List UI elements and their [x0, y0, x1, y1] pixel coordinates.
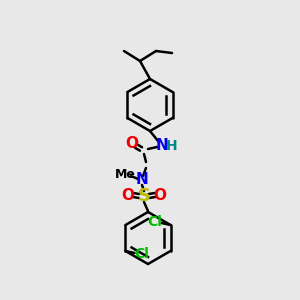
Text: Cl: Cl [147, 215, 162, 229]
Text: N: N [156, 137, 168, 152]
Text: Me: Me [115, 169, 135, 182]
Text: S: S [137, 187, 151, 205]
Text: O: O [125, 136, 139, 152]
Text: H: H [166, 139, 178, 153]
Text: O: O [122, 188, 134, 202]
Text: Cl: Cl [134, 247, 149, 261]
Text: O: O [154, 188, 166, 202]
Text: N: N [136, 172, 148, 188]
